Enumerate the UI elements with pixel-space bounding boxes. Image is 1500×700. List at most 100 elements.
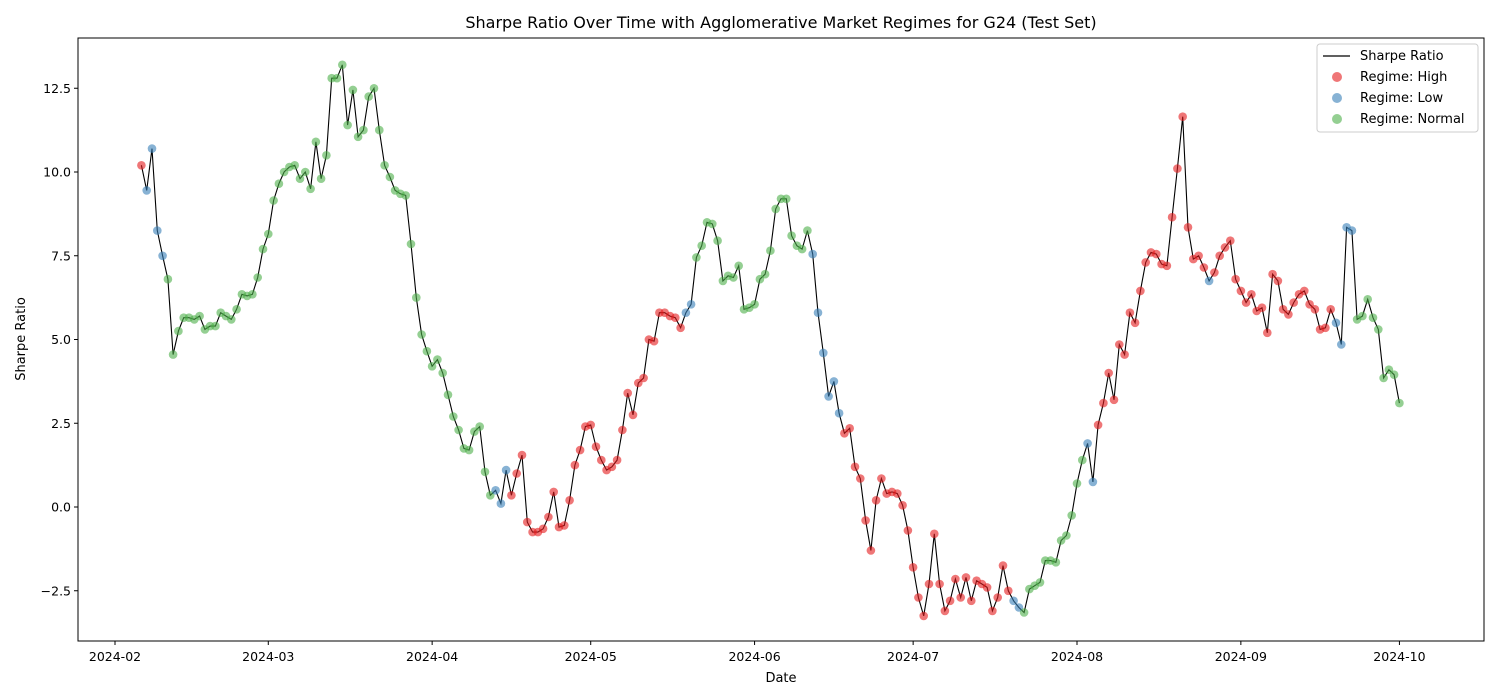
- point-low: [142, 186, 151, 195]
- point-high: [951, 574, 960, 584]
- point-high: [1226, 236, 1235, 245]
- x-tick-label: 2024-10: [1373, 649, 1425, 664]
- point-normal: [306, 184, 315, 194]
- y-axis-label: Sharpe Ratio: [14, 297, 29, 381]
- y-tick-label: 10.0: [43, 165, 71, 180]
- point-high: [898, 501, 907, 510]
- legend-box: [1316, 43, 1479, 133]
- point-normal: [480, 467, 490, 477]
- point-normal: [248, 290, 257, 299]
- point-high: [1104, 368, 1113, 378]
- point-normal: [454, 425, 463, 435]
- point-high: [1257, 303, 1267, 313]
- point-normal: [1072, 479, 1082, 488]
- point-high: [570, 460, 580, 470]
- point-high: [676, 323, 685, 333]
- point-high: [940, 606, 950, 616]
- point-normal: [697, 241, 706, 250]
- point-high: [1099, 398, 1108, 408]
- point-high: [1130, 318, 1140, 328]
- point-high: [893, 489, 902, 498]
- point-low: [1083, 439, 1092, 448]
- plot-area: [137, 60, 1404, 621]
- point-high: [1236, 286, 1246, 296]
- point-high: [993, 593, 1002, 602]
- point-high: [1263, 328, 1272, 338]
- point-normal: [369, 84, 379, 93]
- point-high: [1183, 223, 1193, 232]
- point-high: [523, 517, 532, 527]
- point-normal: [195, 311, 204, 321]
- point-normal: [359, 125, 368, 135]
- point-low: [491, 486, 500, 495]
- y-tick-label: 5.0: [51, 332, 71, 347]
- point-high: [871, 496, 881, 505]
- point-low: [1331, 318, 1341, 328]
- point-normal: [433, 355, 442, 364]
- x-axis-label: Date: [765, 671, 796, 686]
- point-normal: [353, 132, 363, 142]
- point-high: [507, 491, 516, 500]
- legend-marker-normal: [1332, 114, 1342, 124]
- point-low: [819, 348, 828, 358]
- point-normal: [269, 196, 278, 205]
- point-normal: [253, 273, 262, 282]
- point-low: [834, 408, 844, 418]
- point-normal: [1379, 373, 1388, 383]
- legend-label-low: Regime: Low: [1360, 91, 1443, 106]
- point-high: [512, 469, 521, 478]
- point-high: [575, 445, 585, 455]
- point-high: [914, 593, 923, 602]
- point-normal: [364, 92, 374, 101]
- point-high: [908, 563, 918, 572]
- y-axis: −2.5 0.0 2.5 5.0 7.5 10.0 12.5: [41, 81, 78, 598]
- point-high: [935, 579, 944, 589]
- point-high: [597, 455, 606, 465]
- legend-label-normal: Regime: Normal: [1360, 112, 1465, 127]
- x-tick-label: 2024-07: [887, 649, 939, 664]
- x-tick-label: 2024-03: [242, 649, 294, 664]
- point-normal: [766, 246, 775, 255]
- point-high: [1273, 276, 1283, 286]
- point-high: [1120, 350, 1129, 359]
- point-normal: [311, 137, 321, 147]
- point-high: [1093, 420, 1103, 430]
- point-high: [1247, 290, 1256, 299]
- x-tick-label: 2024-02: [89, 649, 141, 664]
- point-high: [1194, 251, 1203, 261]
- x-tick-label: 2024-08: [1051, 649, 1103, 664]
- x-axis: 2024-02 2024-03 2024-04 2024-05 2024-06 2024-…: [89, 641, 1426, 664]
- point-high: [1115, 340, 1124, 349]
- point-high: [919, 611, 928, 621]
- point-high: [1321, 323, 1330, 333]
- point-high: [628, 410, 638, 420]
- point-high: [856, 474, 865, 483]
- point-normal: [464, 445, 474, 455]
- point-high: [924, 579, 934, 589]
- point-high: [1173, 164, 1182, 173]
- point-normal: [1389, 370, 1399, 380]
- x-tick-label: 2024-06: [728, 649, 780, 664]
- point-low: [824, 392, 833, 401]
- point-normal: [782, 194, 791, 204]
- point-normal: [301, 167, 310, 177]
- y-tick-label: −2.5: [41, 583, 71, 598]
- point-high: [1162, 261, 1172, 271]
- point-normal: [713, 236, 722, 245]
- point-low: [1204, 276, 1214, 286]
- point-normal: [1395, 398, 1404, 408]
- point-high: [988, 606, 997, 616]
- point-normal: [168, 350, 178, 359]
- point-normal: [1067, 511, 1076, 520]
- point-high: [639, 373, 648, 383]
- point-normal: [322, 151, 331, 160]
- point-normal: [1062, 531, 1071, 540]
- point-high: [861, 516, 870, 525]
- point-normal: [227, 315, 236, 324]
- point-low: [686, 300, 696, 309]
- point-normal: [760, 269, 770, 279]
- y-tick-label: 2.5: [51, 416, 71, 431]
- point-high: [1136, 286, 1145, 296]
- point-low: [501, 465, 511, 475]
